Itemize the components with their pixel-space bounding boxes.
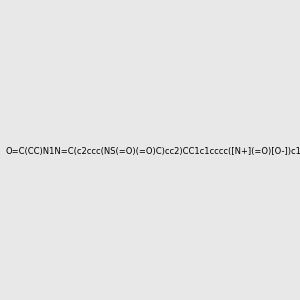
- Text: O=C(CC)N1N=C(c2ccc(NS(=O)(=O)C)cc2)CC1c1cccc([N+](=O)[O-])c1: O=C(CC)N1N=C(c2ccc(NS(=O)(=O)C)cc2)CC1c1…: [6, 147, 300, 156]
